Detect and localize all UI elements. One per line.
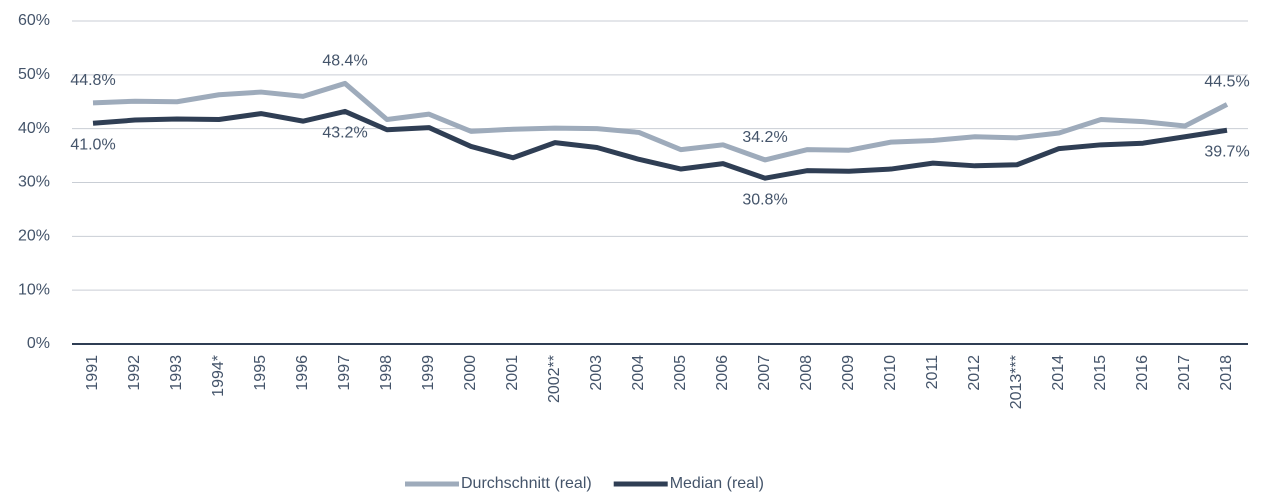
x-tick-label: 1996 <box>294 355 311 391</box>
x-tick-label: 2010 <box>882 355 899 391</box>
legend-label: Median (real) <box>670 475 764 492</box>
x-tick-label: 2007 <box>756 355 773 391</box>
x-tick-label: 1991 <box>84 355 101 391</box>
series-line <box>92 108 1228 181</box>
x-tick-label: 2001 <box>504 355 521 391</box>
y-tick-label: 40% <box>18 120 50 137</box>
x-tick-label: 2012 <box>966 355 983 391</box>
data-label: 30.8% <box>742 191 787 208</box>
x-tick-label: 2013*** <box>1008 355 1025 409</box>
data-label: 48.4% <box>322 53 367 70</box>
y-tick-label: 60% <box>18 12 50 29</box>
x-tick-label: 2017 <box>1176 355 1193 391</box>
x-tick-label: 2009 <box>840 355 857 391</box>
data-label: 44.8% <box>70 72 115 89</box>
x-tick-label: 1992 <box>126 355 143 391</box>
x-tick-label: 1997 <box>336 355 353 391</box>
x-tick-label: 2000 <box>462 355 479 391</box>
x-tick-label: 1994* <box>210 355 227 397</box>
y-tick-label: 10% <box>18 281 50 298</box>
data-label: 39.7% <box>1204 144 1249 161</box>
x-tick-label: 1995 <box>252 355 269 391</box>
data-label: 34.2% <box>742 129 787 146</box>
x-tick-label: 2004 <box>630 355 647 391</box>
x-tick-label: 1993 <box>168 355 185 391</box>
x-tick-label: 2015 <box>1092 355 1109 391</box>
x-tick-label: 2016 <box>1134 355 1151 391</box>
x-tick-label: 2011 <box>924 355 941 390</box>
x-tick-label: 2018 <box>1218 355 1235 391</box>
x-tick-label: 1998 <box>378 355 395 391</box>
y-tick-label: 0% <box>27 335 50 352</box>
x-tick-label: 1999 <box>420 355 437 391</box>
series-line <box>92 80 1229 163</box>
x-tick-label: 2006 <box>714 355 731 391</box>
x-tick-label: 2014 <box>1050 355 1067 391</box>
x-tick-label: 2003 <box>588 355 605 391</box>
x-tick-label: 2005 <box>672 355 689 391</box>
legend-label: Durchschnitt (real) <box>461 475 592 492</box>
x-tick-label: 2002** <box>546 355 563 403</box>
y-tick-label: 50% <box>18 66 50 83</box>
x-tick-label: 2008 <box>798 355 815 391</box>
y-tick-label: 20% <box>18 228 50 245</box>
data-label: 44.5% <box>1204 74 1249 91</box>
data-label: 43.2% <box>322 125 367 142</box>
data-label: 41.0% <box>70 137 115 154</box>
y-tick-label: 30% <box>18 174 50 191</box>
